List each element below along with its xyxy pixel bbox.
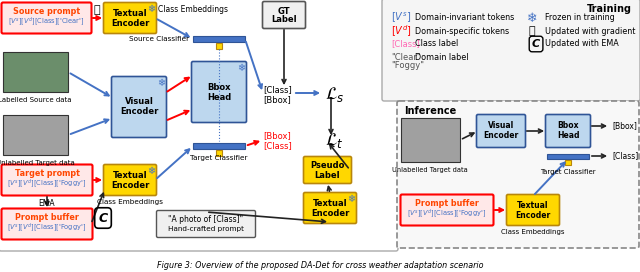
Text: "Foggy": "Foggy" [391, 60, 424, 70]
FancyBboxPatch shape [303, 193, 356, 224]
Text: GT: GT [278, 7, 291, 16]
Text: Encoder: Encoder [111, 181, 149, 190]
FancyBboxPatch shape [545, 115, 591, 147]
Text: $[V^d]$: $[V^d]$ [391, 23, 412, 39]
FancyBboxPatch shape [477, 115, 525, 147]
Bar [547, 154, 589, 159]
Bar [216, 150, 222, 156]
Text: Textual: Textual [113, 172, 147, 181]
Text: 🔥: 🔥 [93, 5, 100, 15]
Text: Updated with EMA: Updated with EMA [545, 39, 619, 48]
Text: $[V^s][V^d]$[Class]['Foggy']: $[V^s][V^d]$[Class]['Foggy'] [8, 222, 86, 234]
Text: Visual: Visual [488, 122, 514, 131]
FancyBboxPatch shape [104, 165, 157, 196]
Text: ❄: ❄ [147, 4, 155, 14]
Text: Label: Label [271, 16, 297, 24]
FancyBboxPatch shape [397, 101, 639, 248]
Text: Training: Training [587, 4, 632, 14]
Text: [Class]: [Class] [391, 39, 420, 48]
Text: Class label: Class label [415, 39, 458, 48]
Text: Domain-invariant tokens: Domain-invariant tokens [415, 14, 515, 23]
Text: [Bbox]: [Bbox] [263, 95, 291, 104]
Text: Domain label: Domain label [415, 52, 468, 61]
FancyBboxPatch shape [1, 209, 93, 240]
FancyBboxPatch shape [303, 156, 351, 184]
Text: Textual: Textual [517, 202, 548, 211]
Text: ❄: ❄ [237, 63, 245, 73]
Text: $\mathcal{L}_t$: $\mathcal{L}_t$ [325, 131, 344, 150]
Text: $\mathcal{L}_s$: $\mathcal{L}_s$ [325, 85, 344, 104]
Text: [Class]: [Class] [612, 152, 638, 160]
Text: [Class]: [Class] [263, 85, 292, 94]
Text: Unlabelled Target data: Unlabelled Target data [392, 167, 468, 173]
Text: C: C [532, 39, 540, 49]
Bar [565, 160, 571, 165]
Text: Encoder: Encoder [311, 209, 349, 218]
FancyBboxPatch shape [191, 61, 246, 122]
Text: Head: Head [557, 131, 579, 141]
Text: ❄: ❄ [157, 78, 165, 88]
Text: $[V^s]$: $[V^s]$ [391, 11, 411, 25]
Text: "A photo of [Class]": "A photo of [Class]" [168, 215, 244, 224]
Text: ❄: ❄ [527, 11, 537, 24]
Text: Target Classifier: Target Classifier [540, 169, 596, 175]
FancyBboxPatch shape [262, 2, 305, 29]
Text: Label: Label [315, 171, 340, 180]
Text: Bbox: Bbox [207, 82, 231, 91]
FancyBboxPatch shape [111, 76, 166, 138]
Text: Source Classifier: Source Classifier [129, 36, 189, 42]
Text: Updated with gradient: Updated with gradient [545, 26, 636, 36]
FancyBboxPatch shape [506, 194, 559, 225]
Bar [193, 36, 245, 42]
Text: C: C [99, 212, 108, 224]
Text: Encoder: Encoder [515, 211, 550, 220]
Text: Hand-crafted prompt: Hand-crafted prompt [168, 226, 244, 232]
Text: Source prompt: Source prompt [13, 8, 80, 17]
FancyBboxPatch shape [1, 165, 93, 196]
Polygon shape [3, 52, 68, 92]
FancyBboxPatch shape [382, 0, 640, 101]
Text: Encoder: Encoder [120, 107, 158, 116]
Text: Textual: Textual [313, 199, 348, 209]
Text: Prompt buffer: Prompt buffer [15, 214, 79, 222]
Text: [Bbox]: [Bbox] [263, 131, 291, 141]
Text: EMA: EMA [38, 199, 55, 209]
Text: Inference: Inference [404, 106, 456, 116]
Text: Unlabelled Target data: Unlabelled Target data [0, 160, 74, 166]
FancyBboxPatch shape [1, 2, 92, 33]
Text: Figure 3: Overview of the proposed DA-Det for cross weather adaptation scenario: Figure 3: Overview of the proposed DA-De… [157, 261, 483, 270]
Text: Prompt buffer: Prompt buffer [415, 199, 479, 209]
Text: Target Classifier: Target Classifier [190, 155, 248, 161]
Text: [Class]: [Class] [263, 141, 292, 150]
Text: Class Embeddings: Class Embeddings [501, 229, 564, 235]
Text: $[V^s][V^d]$[Class]['Clear']: $[V^s][V^d]$[Class]['Clear'] [8, 16, 84, 28]
Text: Visual: Visual [125, 97, 154, 107]
Text: Textual: Textual [113, 10, 147, 18]
Text: Domain-specific tokens: Domain-specific tokens [415, 26, 509, 36]
Text: ❄: ❄ [147, 166, 155, 176]
Text: [Bbox]: [Bbox] [612, 122, 637, 131]
Text: Encoder: Encoder [483, 131, 518, 141]
Text: Frozen in training: Frozen in training [545, 14, 615, 23]
Text: "Clear": "Clear" [391, 52, 420, 61]
Text: 🔥: 🔥 [529, 26, 535, 36]
Text: Encoder: Encoder [111, 18, 149, 27]
Text: ❄: ❄ [347, 194, 355, 204]
Text: Labelled Source data: Labelled Source data [0, 97, 72, 103]
Text: $[V^s][V^d]$[Class]['Foggy']: $[V^s][V^d]$[Class]['Foggy'] [408, 208, 486, 220]
Text: Class Embeddings: Class Embeddings [158, 5, 228, 14]
Text: Head: Head [207, 92, 231, 101]
Bar [193, 143, 245, 149]
Text: Bbox: Bbox [557, 122, 579, 131]
Text: $[V^s][V^d]$[Class]['Foggy']: $[V^s][V^d]$[Class]['Foggy'] [8, 178, 86, 190]
Text: Pseudo: Pseudo [310, 162, 345, 171]
FancyBboxPatch shape [401, 194, 493, 225]
Text: Class Embeddings: Class Embeddings [97, 199, 163, 205]
Bar [216, 43, 222, 49]
FancyBboxPatch shape [157, 211, 255, 237]
FancyBboxPatch shape [104, 2, 157, 33]
Polygon shape [3, 115, 68, 155]
Polygon shape [401, 118, 460, 162]
Text: Target prompt: Target prompt [15, 169, 79, 178]
